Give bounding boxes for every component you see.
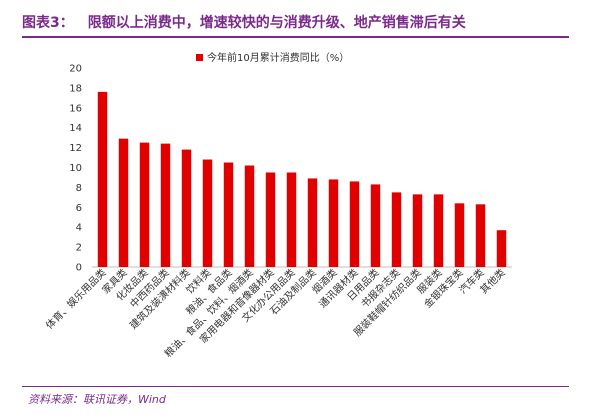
source-note: 资料来源：联讯证券，Wind	[28, 393, 166, 406]
bar	[412, 194, 423, 267]
top-divider	[22, 36, 569, 38]
bar	[97, 91, 108, 267]
bar	[433, 194, 444, 267]
bar	[286, 172, 297, 267]
figure-title: 限额以上消费中，增速较快的与消费升级、地产销售滞后有关	[87, 15, 466, 31]
y-tick-label: 8	[76, 183, 82, 194]
y-tick-label: 4	[76, 223, 82, 234]
legend: 今年前10月累计消费同比（%）	[196, 51, 349, 64]
legend-swatch	[196, 54, 203, 61]
bar	[265, 172, 276, 267]
legend-label: 今年前10月累计消费同比（%）	[207, 51, 349, 64]
bar	[454, 203, 465, 267]
bar	[349, 181, 360, 267]
y-tick-label: 20	[69, 64, 82, 75]
y-tick-label: 12	[69, 143, 82, 154]
bar	[328, 179, 339, 267]
bar	[160, 143, 171, 267]
bar	[370, 184, 381, 267]
bar	[391, 192, 402, 268]
bar	[118, 138, 129, 267]
bar	[139, 142, 150, 268]
y-tick-label: 16	[69, 103, 82, 114]
y-tick-label: 10	[69, 163, 82, 174]
bar	[244, 165, 255, 267]
y-tick-label: 6	[76, 203, 82, 214]
bar	[307, 178, 318, 267]
bars-group	[97, 91, 507, 268]
y-tick-label: 14	[69, 123, 82, 134]
bar	[496, 230, 507, 267]
y-tick-label: 18	[69, 83, 82, 94]
bar	[223, 162, 234, 267]
figure-label: 图表3：	[22, 15, 74, 31]
bottom-divider	[22, 386, 569, 387]
bar	[202, 159, 213, 267]
x-tick-label: 体育、娱乐用品类	[43, 266, 109, 332]
bar	[181, 149, 192, 267]
y-tick-label: 0	[76, 263, 82, 274]
y-axis: 0 2 4 6 8 10 12 14 16 18 20	[69, 64, 512, 274]
y-tick-label: 2	[76, 243, 82, 254]
x-axis-labels: 体育、娱乐用品类家具类化妆品类中西药品类建筑及装潢材料类饮料类粮油、食品类粮油、…	[43, 266, 508, 360]
figure-title-row: 图表3： 限额以上消费中，增速较快的与消费升级、地产销售滞后有关	[22, 10, 466, 34]
bar	[475, 204, 486, 267]
